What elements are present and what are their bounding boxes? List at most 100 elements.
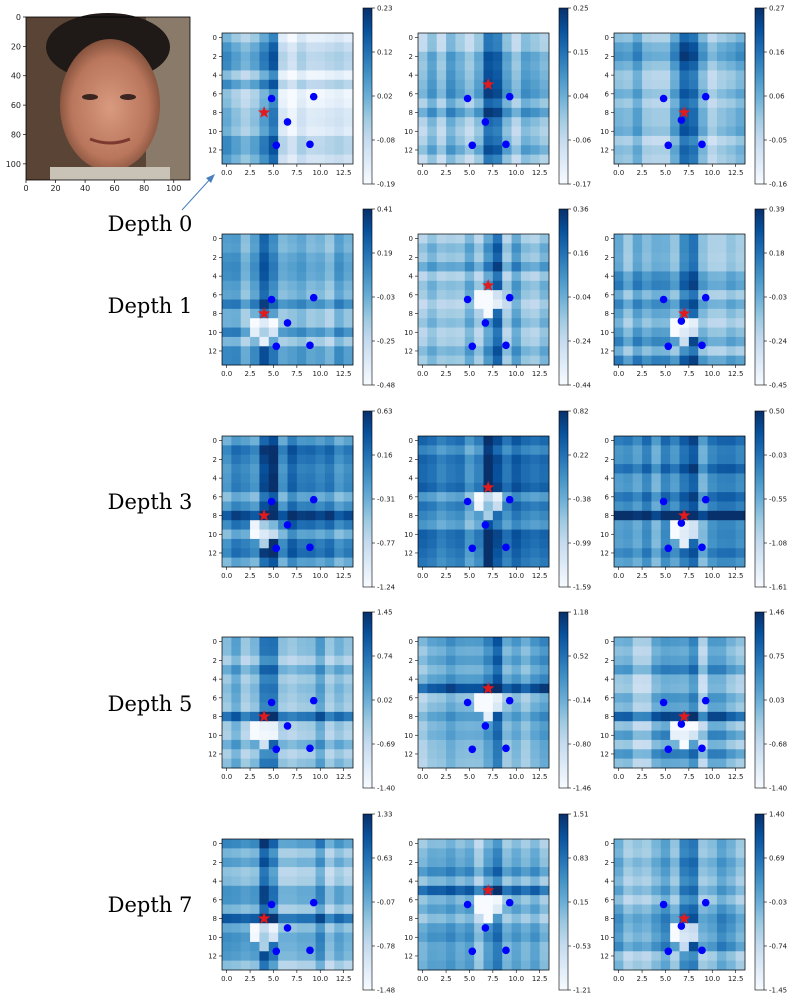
heatmap-cell — [446, 61, 456, 71]
x-tick-label: 12.5 — [336, 572, 352, 580]
query-star — [482, 78, 495, 90]
heatmap-cell — [427, 646, 438, 657]
heatmap-cell — [670, 243, 680, 254]
heatmap-cell — [642, 711, 652, 722]
heatmap-cell — [492, 89, 503, 99]
heatmap-cell — [492, 154, 503, 165]
heatmap-cell — [436, 327, 447, 338]
heatmap-cell — [427, 290, 438, 300]
heatmap-cell — [642, 117, 652, 127]
heatmap-cell — [436, 70, 447, 81]
heatmap-cell — [670, 646, 680, 657]
heatmap-cell — [530, 548, 541, 559]
heatmap-cell — [259, 70, 270, 81]
heatmap-cell — [455, 336, 466, 347]
heatmap-cell — [231, 637, 242, 647]
heatmap-cell — [231, 464, 242, 474]
heatmap-cell — [623, 299, 634, 310]
heatmap-cell — [502, 548, 512, 559]
heatmap-cell — [502, 557, 512, 568]
heatmap-cell — [287, 262, 298, 272]
y-tick-label: 4 — [409, 676, 414, 684]
heatmap-cell — [726, 492, 737, 502]
heatmap-cell — [726, 473, 737, 484]
y-tick-label: 10 — [404, 732, 413, 740]
heatmap-panel-7: 0.0 2.5 5.0 7.5 10.0 12.50246810120.820.22-0.… — [404, 408, 591, 592]
heatmap-cell — [231, 346, 242, 357]
heatmap-cell — [268, 336, 279, 347]
heatmap-cell — [539, 848, 550, 859]
heatmap-cell — [688, 454, 699, 465]
heatmap-cell — [250, 702, 260, 713]
heatmap-cell — [688, 107, 699, 118]
heatmap-cell — [418, 730, 428, 741]
heatmap-cell — [324, 758, 335, 769]
heatmap-cell — [679, 693, 690, 703]
heatmap-cell — [343, 711, 354, 722]
heatmap-cell — [679, 126, 690, 137]
heatmap-cell — [520, 61, 531, 71]
heatmap-cell — [670, 154, 680, 165]
heatmap-cell — [231, 749, 242, 760]
heatmap-cell — [539, 655, 550, 666]
heatmap-cell — [614, 867, 624, 877]
row-label-depth-0: Depth 0 — [107, 212, 193, 236]
heatmap-cell — [688, 271, 699, 282]
heatmap-cell — [483, 655, 494, 666]
heatmap-cell — [259, 876, 270, 887]
heatmap-cell — [688, 243, 699, 254]
colorbar-tick-label: -1.59 — [573, 584, 591, 592]
heatmap-cell — [642, 895, 652, 905]
heatmap-cell — [268, 271, 279, 282]
heatmap-cell — [735, 867, 746, 877]
heatmap-cell — [222, 308, 232, 319]
heatmap-cell — [306, 327, 316, 338]
heatmap-cell — [735, 454, 746, 465]
y-tick-label: 6 — [213, 291, 218, 299]
y-tick-label: 2 — [213, 456, 217, 464]
heatmap-cell — [455, 61, 466, 71]
heatmap-cell — [334, 290, 345, 300]
heatmap-cell — [334, 135, 345, 146]
heatmap-cell — [268, 445, 279, 456]
landmark-point — [502, 946, 510, 955]
colorbar-tick-label: 0.02 — [377, 697, 393, 705]
heatmap-cell — [726, 538, 737, 549]
landmark-point — [664, 745, 673, 754]
heatmap-cell — [334, 895, 345, 905]
heatmap-cell — [296, 683, 307, 694]
heatmap-cell — [250, 33, 260, 43]
heatmap-cell — [222, 290, 232, 300]
heatmap-cell — [474, 683, 484, 694]
heatmap-cell — [222, 721, 232, 731]
x-tick-label: 7.5 — [683, 773, 694, 781]
heatmap-cell — [231, 885, 242, 896]
heatmap-cell — [464, 895, 475, 905]
heatmap-cell — [455, 839, 466, 849]
x-tick-label: 2.5 — [441, 572, 452, 580]
heatmap-cell — [726, 117, 737, 127]
y-tick-label: 2 — [409, 53, 413, 61]
heatmap-cell — [623, 895, 634, 905]
heatmap-cell — [735, 145, 746, 156]
heatmap-cell — [268, 941, 279, 952]
heatmap-cell — [306, 913, 316, 924]
heatmap-cell — [492, 318, 503, 328]
heatmap-cell — [222, 51, 232, 62]
heatmap-cell — [324, 89, 335, 99]
heatmap-cell — [436, 299, 447, 310]
heatmap-cell — [502, 867, 512, 877]
y-tick-label: 10 — [600, 128, 609, 136]
heatmap-cell — [539, 327, 550, 338]
heatmap-cell — [250, 117, 260, 127]
y-tick-label: 4 — [605, 273, 610, 281]
heatmap-cell — [632, 262, 643, 272]
heatmap-cell — [735, 665, 746, 675]
heatmap-cell — [660, 454, 671, 465]
heatmap-cell — [716, 758, 727, 769]
heatmap-cell — [483, 674, 494, 685]
heatmap-cell — [343, 346, 354, 357]
heatmap-cell — [660, 126, 671, 137]
heatmap-cell — [324, 79, 335, 90]
heatmap-cell — [278, 61, 288, 71]
